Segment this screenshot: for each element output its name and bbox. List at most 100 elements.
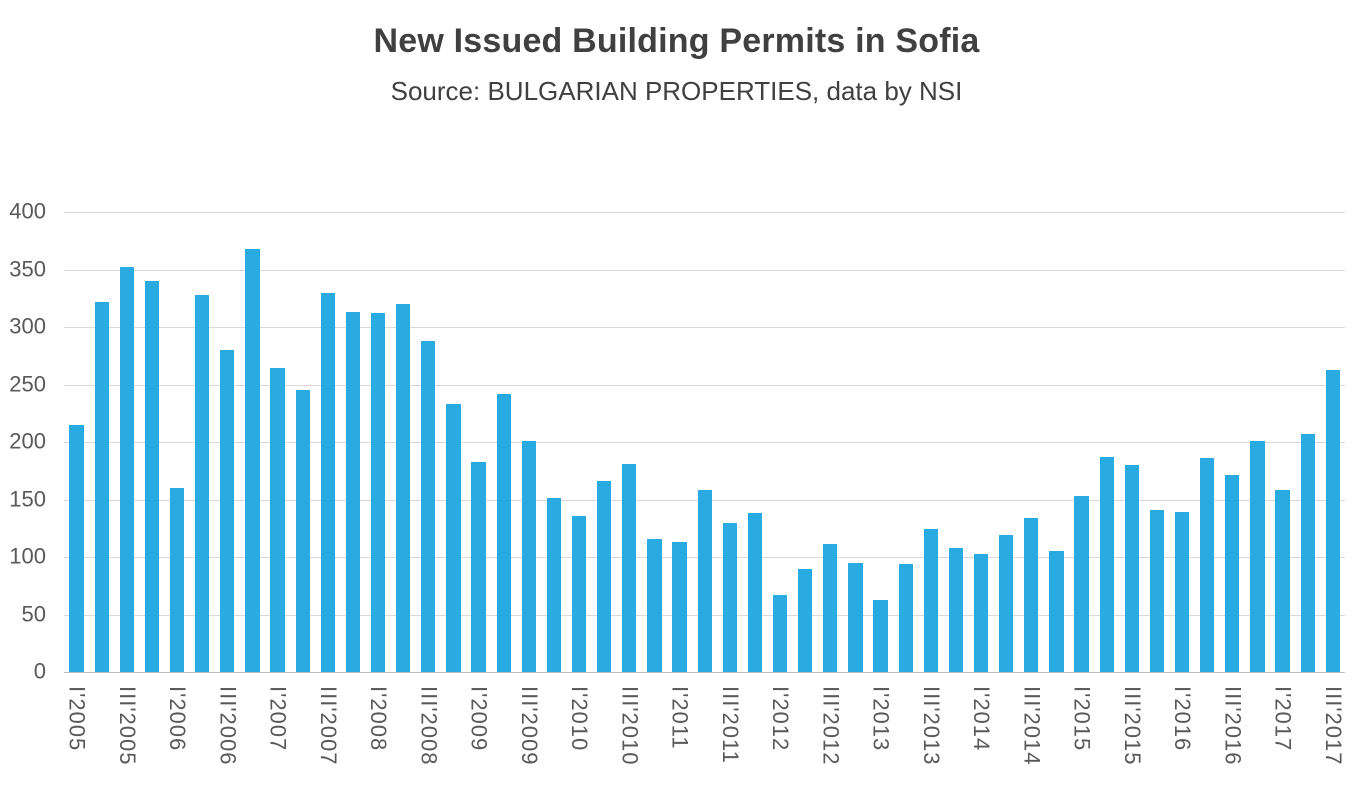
x-axis-tick-label: III'2015 [1119,686,1145,766]
x-tick-slot: I'2012 [768,684,793,794]
plot-area [64,212,1345,673]
x-tick-slot [893,684,918,794]
x-axis-tick-label: I'2017 [1270,686,1296,752]
x-axis-tick-label: III'2011 [717,686,743,764]
bar-IV'2014 [1049,551,1064,672]
bar-IV'2005 [144,281,160,672]
bar-slot [868,212,893,672]
x-tick-slot: I'2013 [868,684,894,794]
bar-I'2012 [772,594,788,672]
bar-slot [416,212,441,672]
bar-slot [89,212,114,672]
gridline [64,327,1345,328]
x-tick-slot [541,684,566,794]
gridline [64,212,1345,213]
x-tick-slot [994,684,1019,794]
x-axis-tick-label: I'2010 [567,686,593,752]
bar-slot [215,212,240,672]
x-tick-slot: III'2015 [1119,684,1145,794]
bar-slot [642,212,667,672]
x-tick-slot [240,684,265,794]
x-axis-tick-label: I'2009 [466,686,492,752]
x-tick-slot [742,684,767,794]
bar-slot [567,212,592,672]
bar-I'2006 [169,488,185,672]
bar-II'2014 [999,535,1014,672]
bar-slot [190,212,215,672]
x-axis-tick-label: III'2016 [1220,686,1246,766]
bar-slot [340,212,365,672]
bar-slot [1220,212,1245,672]
bar-slot [290,212,315,672]
bar-slot [441,212,466,672]
bar-slot [1044,212,1069,672]
x-tick-slot [692,684,717,794]
x-tick-slot: III'2008 [416,684,441,794]
bar-slot [1270,212,1295,672]
bar-IV'2006 [245,248,260,672]
bar-slot [717,212,742,672]
bar-IV'2013 [948,547,964,672]
bar-III'2015 [1124,465,1139,672]
y-axis-tick-label: 400 [9,198,46,224]
bar-IV'2009 [546,498,562,672]
bar-slot [768,212,793,672]
y-axis-tick-label: 200 [9,428,46,454]
bar-slot [617,212,642,672]
bar-slot [541,212,566,672]
bar-slot [516,212,541,672]
x-axis-tick-label: III'2012 [818,686,844,766]
x-tick-slot: III'2014 [1019,684,1044,794]
x-tick-slot [1195,684,1220,794]
x-axis-tick-label: I'2006 [165,686,191,752]
x-tick-slot: III'2010 [617,684,642,794]
x-axis-tick-label: I'2005 [64,686,90,752]
y-axis-tick-label: 250 [9,370,46,396]
x-axis-tick-label: III'2014 [1019,686,1045,766]
y-axis-tick-label: 0 [33,658,46,684]
x-tick-slot [340,684,365,794]
bar-II'2005 [94,301,109,672]
bar-slot [1195,212,1220,672]
bar-slot [969,212,994,672]
x-tick-slot: I'2007 [265,684,291,794]
bar-I'2007 [270,368,285,672]
bar-slot [1144,212,1169,672]
x-tick-slot [793,684,818,794]
x-tick-slot [391,684,416,794]
bar-slot [692,212,717,672]
chart-title: New Issued Building Permits in Sofia [373,22,980,60]
bar-I'2013 [873,599,888,672]
x-tick-slot [1144,684,1169,794]
bar-slot [491,212,516,672]
bar-slot [265,212,290,672]
x-axis-tick-label: I'2008 [366,686,392,752]
y-axis-tick-label: 100 [9,543,46,569]
y-axis-labels: 400 350 300 250 200 150 100 50 0 [0,198,50,683]
x-axis-tick-label: I'2007 [265,686,291,752]
bar-I'2005 [69,424,84,672]
x-tick-slot: III'2016 [1220,684,1245,794]
bar-IV'2015 [1149,509,1165,672]
x-tick-slot [843,684,868,794]
bar-I'2010 [571,515,587,672]
x-tick-slot [1245,684,1270,794]
bar-slot [139,212,164,672]
bar-slot [1245,212,1270,672]
x-axis-tick-label: III'2006 [215,686,241,766]
bar-III'2007 [320,292,335,672]
x-tick-slot: I'2014 [969,684,994,794]
x-axis-line [64,672,1345,673]
bar-slot [1170,212,1195,672]
x-axis-labels: I'2005 III'2005 I'2006 III'2006 I'2007 III'20… [64,684,1346,794]
x-tick-slot: I'2015 [1069,684,1095,794]
bar-slot [64,212,89,672]
x-axis-tick-label: III'2005 [114,686,140,766]
bar-slot [918,212,943,672]
x-axis-tick-label: III'2013 [918,686,944,766]
bar-IV'2011 [747,513,763,672]
x-tick-slot: III'2011 [717,684,743,794]
x-axis-tick-label: III'2009 [516,686,542,766]
bar-I'2017 [1275,490,1290,672]
x-tick-slot [1044,684,1069,794]
